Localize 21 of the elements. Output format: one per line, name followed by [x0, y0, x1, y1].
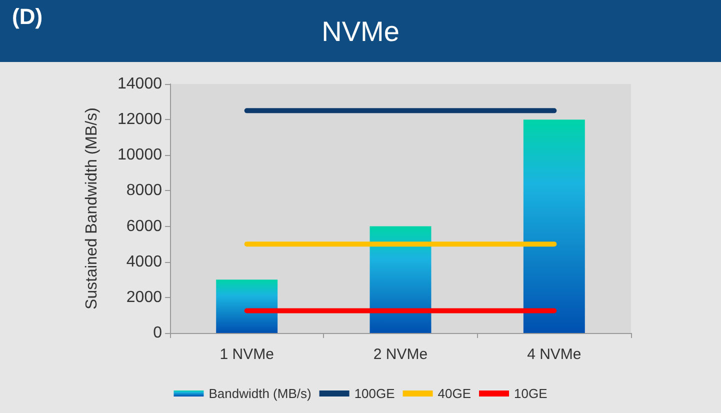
y-tick-label: 10000	[118, 146, 162, 164]
y-tick-label: 0	[153, 324, 162, 342]
y-tick-label: 14000	[118, 76, 162, 92]
x-tick-label: 1 NVMe	[220, 346, 274, 363]
bar	[370, 226, 432, 333]
legend-label: 100GE	[354, 386, 396, 401]
y-tick-label: 4000	[126, 253, 162, 270]
x-tick-label: 2 NVMe	[373, 346, 428, 363]
text: (D)	[12, 4, 43, 30]
chart-title: NVMe	[322, 16, 400, 47]
y-tick-label: 12000	[118, 111, 162, 128]
bar	[523, 120, 585, 333]
legend-label: 10GE	[514, 386, 548, 401]
legend-label: 40GE	[438, 386, 472, 401]
y-tick-label: 2000	[126, 288, 162, 306]
bar	[216, 280, 278, 333]
y-tick-label: 6000	[126, 218, 162, 235]
y-axis-title: Sustained Bandwidth (MB/s)	[84, 108, 100, 310]
x-tick-label: 4 NVMe	[527, 346, 582, 363]
legend-label: Bandwidth (MB/s)	[208, 386, 312, 401]
y-tick-label: 8000	[126, 182, 162, 200]
